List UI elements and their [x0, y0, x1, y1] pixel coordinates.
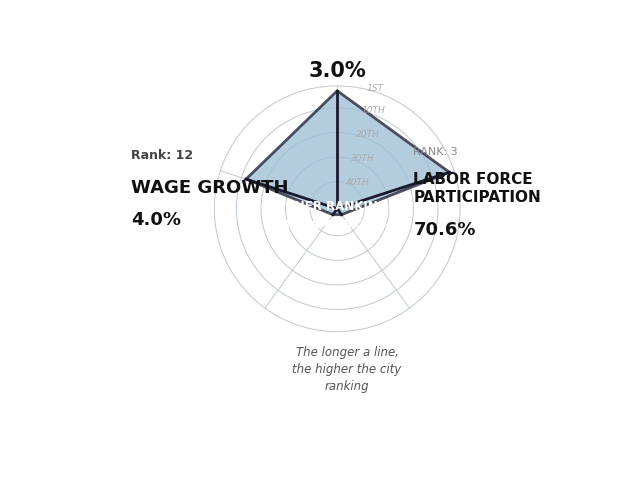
- Text: RANK: 3: RANK: 3: [413, 147, 458, 157]
- Text: 20TH: 20TH: [356, 130, 380, 139]
- Text: The longer a line,
the higher the city
ranking: The longer a line, the higher the city r…: [292, 346, 402, 393]
- Text: 70.6%: 70.6%: [413, 221, 476, 239]
- Text: 40TH: 40TH: [346, 178, 370, 187]
- Polygon shape: [246, 91, 450, 215]
- Text: 3.0%: 3.0%: [308, 61, 366, 81]
- Text: LABOR FORCE
PARTICIPATION: LABOR FORCE PARTICIPATION: [413, 172, 541, 205]
- Text: ←HIGHER RANKING: ←HIGHER RANKING: [261, 200, 387, 213]
- Text: 30TH: 30TH: [351, 154, 375, 163]
- Text: 4.0%: 4.0%: [131, 211, 181, 229]
- Text: 1ST: 1ST: [366, 84, 384, 93]
- Text: WAGE GROWTH: WAGE GROWTH: [131, 179, 288, 197]
- Text: Rank: 12: Rank: 12: [131, 149, 193, 162]
- Text: 10TH: 10TH: [361, 106, 385, 115]
- Text: 50TH: 50TH: [340, 202, 364, 211]
- Text: LOWER RANKING→: LOWER RANKING→: [273, 220, 396, 232]
